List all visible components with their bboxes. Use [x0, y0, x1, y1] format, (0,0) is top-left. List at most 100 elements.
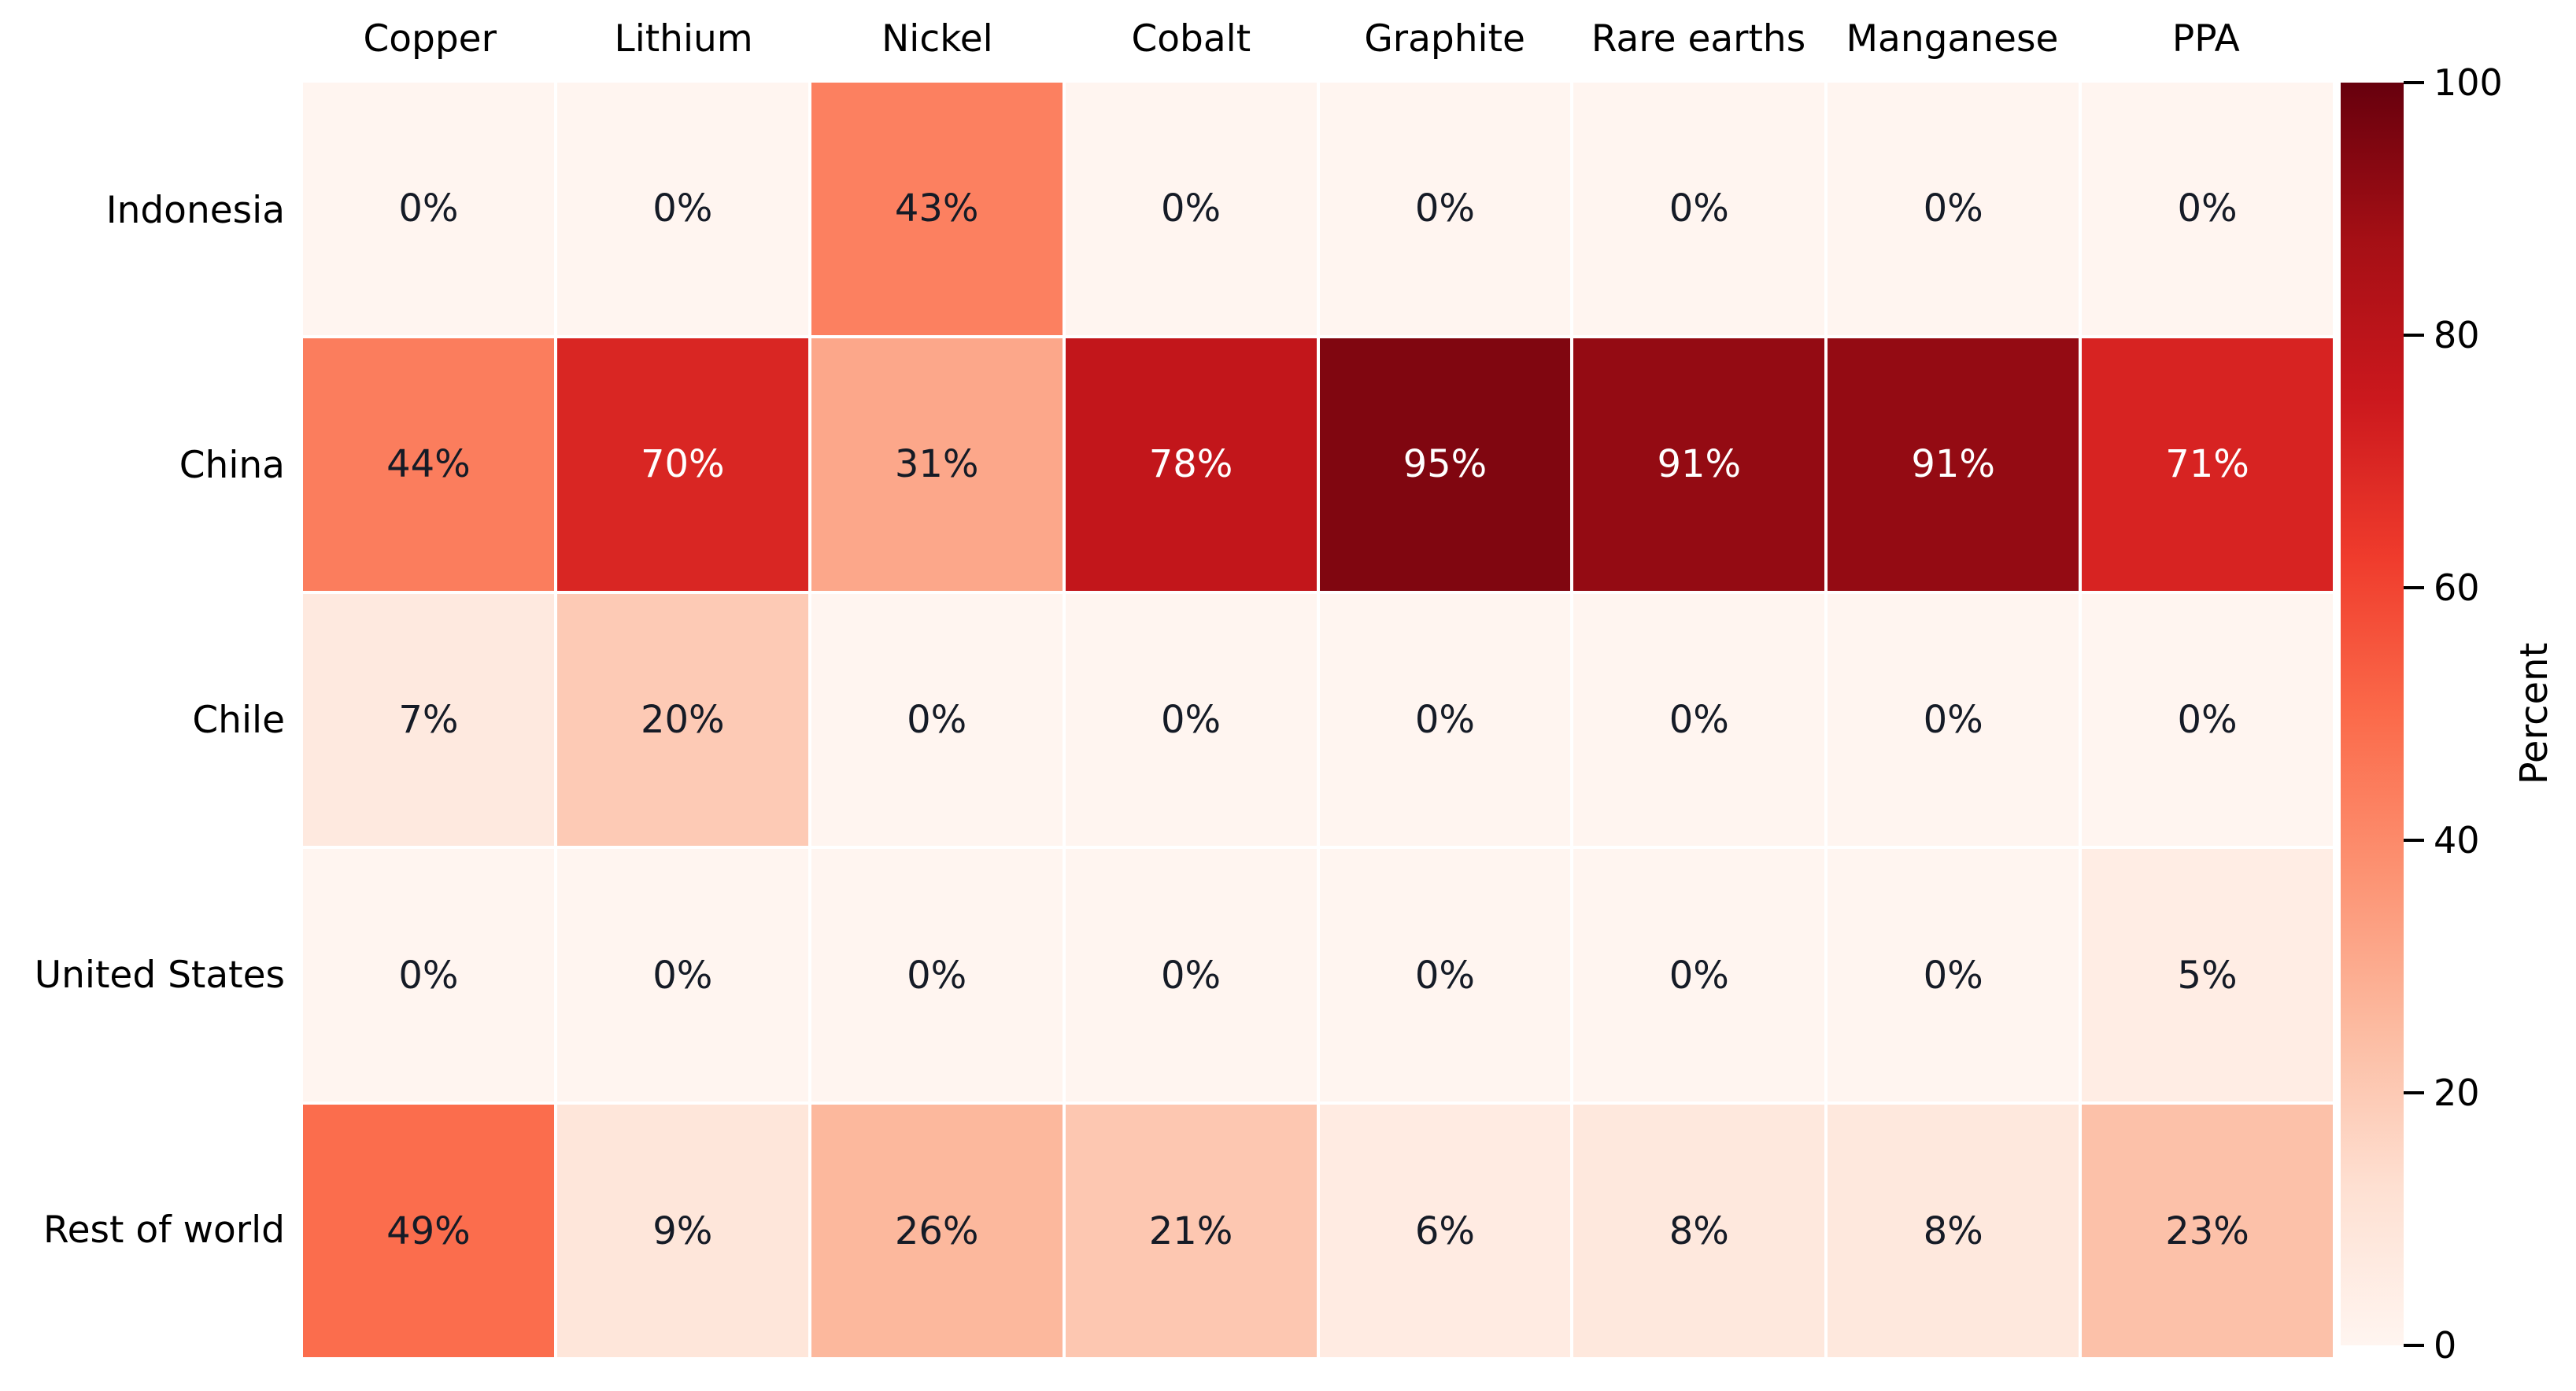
heatmap-cell-chile-ppa: 0%: [2082, 593, 2333, 847]
row-label-rest-of-world: Rest of world: [43, 1208, 285, 1252]
heatmap-cell-rest-of-world-ppa: 23%: [2082, 1105, 2333, 1357]
cell-value: 0%: [652, 953, 713, 998]
row-label-chile: Chile: [192, 698, 285, 742]
cell-value: 20%: [640, 697, 725, 742]
colorbar-axis-label: Percent: [2512, 642, 2556, 785]
cell-value: 0%: [1669, 953, 1729, 998]
cell-value: 0%: [652, 186, 713, 231]
heatmap-cell-united-states-rare-earths: 0%: [1573, 849, 1825, 1102]
cell-value: 0%: [2177, 186, 2238, 231]
cell-value: 44%: [386, 442, 471, 487]
colorbar-tick-label-100: 100: [2434, 61, 2503, 104]
heatmap-cell-chile-cobalt: 0%: [1065, 593, 1317, 847]
colorbar-tick-label-60: 60: [2434, 566, 2480, 609]
colorbar-tick-mark-20: [2404, 1091, 2424, 1094]
colorbar-tick-label-20: 20: [2434, 1072, 2480, 1114]
cell-value: 0%: [1160, 186, 1221, 231]
heatmap-cell-china-graphite: 95%: [1319, 338, 1571, 591]
colorbar-gradient: [2341, 83, 2404, 1345]
column-header-copper: Copper: [363, 17, 497, 61]
heatmap-cell-indonesia-manganese: 0%: [1828, 83, 2079, 335]
cell-value: 43%: [894, 186, 979, 231]
cell-value: 0%: [2177, 697, 2238, 742]
heatmap-cell-indonesia-ppa: 0%: [2082, 83, 2333, 335]
row-label-china: China: [179, 443, 285, 487]
cell-value: 0%: [1414, 186, 1476, 231]
cell-value: 49%: [386, 1208, 471, 1253]
cell-value: 0%: [398, 186, 459, 231]
cell-value: 8%: [1923, 1208, 1983, 1253]
column-header-rare-earths: Rare earths: [1591, 17, 1806, 61]
column-header-cobalt: Cobalt: [1131, 17, 1251, 61]
heatmap-cell-rest-of-world-copper: 49%: [303, 1105, 554, 1357]
row-label-united-states: United States: [34, 953, 285, 997]
column-header-graphite: Graphite: [1364, 17, 1525, 61]
heatmap-cell-united-states-graphite: 0%: [1319, 849, 1571, 1102]
heatmap-cell-chile-graphite: 0%: [1319, 593, 1571, 847]
cell-value: 91%: [1657, 442, 1742, 487]
colorbar-tick-mark-60: [2404, 586, 2424, 589]
cell-value: 0%: [1669, 697, 1729, 742]
cell-value: 0%: [907, 953, 967, 998]
colorbar-tick-label-40: 40: [2434, 819, 2480, 862]
column-header-ppa: PPA: [2171, 17, 2240, 61]
cell-value: 23%: [2165, 1208, 2249, 1253]
heatmap-cell-indonesia-rare-earths: 0%: [1573, 83, 1825, 335]
cell-value: 26%: [894, 1208, 979, 1253]
heatmap-cell-china-lithium: 70%: [556, 338, 808, 591]
colorbar-tick-mark-0: [2404, 1344, 2424, 1347]
cell-value: 95%: [1403, 442, 1488, 487]
heatmap-cell-rest-of-world-rare-earths: 8%: [1573, 1105, 1825, 1357]
cell-value: 0%: [1414, 953, 1476, 998]
cell-value: 21%: [1148, 1208, 1233, 1253]
heatmap-cell-indonesia-lithium: 0%: [556, 83, 808, 335]
cell-value: 0%: [1160, 953, 1221, 998]
cell-value: 8%: [1669, 1208, 1729, 1253]
column-header-lithium: Lithium: [614, 17, 753, 61]
cell-value: 0%: [1923, 953, 1983, 998]
cell-value: 0%: [398, 953, 459, 998]
colorbar-tick-label-80: 80: [2434, 314, 2480, 356]
heatmap-cell-chile-rare-earths: 0%: [1573, 593, 1825, 847]
row-label-indonesia: Indonesia: [105, 188, 285, 232]
cell-value: 71%: [2165, 442, 2249, 487]
heatmap-cell-china-cobalt: 78%: [1065, 338, 1317, 591]
cell-value: 6%: [1414, 1208, 1476, 1253]
heatmap-cell-china-copper: 44%: [303, 338, 554, 591]
colorbar-tick-mark-40: [2404, 839, 2424, 842]
heatmap-cell-united-states-nickel: 0%: [811, 849, 1063, 1102]
heatmap-cell-united-states-ppa: 5%: [2082, 849, 2333, 1102]
heatmap-cell-china-nickel: 31%: [811, 338, 1063, 591]
cell-value: 7%: [398, 697, 459, 742]
cell-value: 0%: [907, 697, 967, 742]
heatmap-cell-rest-of-world-lithium: 9%: [556, 1105, 808, 1357]
heatmap-cell-chile-manganese: 0%: [1828, 593, 2079, 847]
heatmap-cell-united-states-manganese: 0%: [1828, 849, 2079, 1102]
cell-value: 0%: [1160, 697, 1221, 742]
column-header-manganese: Manganese: [1846, 17, 2059, 61]
cell-value: 0%: [1414, 697, 1476, 742]
heatmap-cell-china-manganese: 91%: [1828, 338, 2079, 591]
heatmap-cell-china-rare-earths: 91%: [1573, 338, 1825, 591]
heatmap-cell-rest-of-world-nickel: 26%: [811, 1105, 1063, 1357]
heatmap-cell-rest-of-world-graphite: 6%: [1319, 1105, 1571, 1357]
cell-value: 31%: [894, 442, 979, 487]
heatmap-cell-indonesia-nickel: 43%: [811, 83, 1063, 335]
cell-value: 9%: [652, 1208, 713, 1253]
colorbar-tick-mark-80: [2404, 334, 2424, 337]
cell-value: 5%: [2177, 953, 2238, 998]
heatmap-cell-china-ppa: 71%: [2082, 338, 2333, 591]
column-headers: Copper Lithium Nickel Cobalt Graphite Rare ea…: [303, 6, 2333, 71]
colorbar-tick-mark-100: [2404, 81, 2424, 84]
heatmap-grid: 0% 0% 43% 0% 0% 0% 0% 0% 44% 70% 31% 78% 95% 91% 91% 71…: [303, 83, 2333, 1357]
heatmap-cell-chile-lithium: 20%: [556, 593, 808, 847]
colorbar-tick-label-0: 0: [2434, 1324, 2457, 1367]
cell-value: 0%: [1669, 186, 1729, 231]
column-header-nickel: Nickel: [881, 17, 993, 61]
heatmap-cell-rest-of-world-cobalt: 21%: [1065, 1105, 1317, 1357]
row-labels: Indonesia China Chile United States Rest of …: [0, 83, 285, 1357]
heatmap-cell-indonesia-cobalt: 0%: [1065, 83, 1317, 335]
cell-value: 91%: [1911, 442, 1996, 487]
heatmap-cell-united-states-cobalt: 0%: [1065, 849, 1317, 1102]
